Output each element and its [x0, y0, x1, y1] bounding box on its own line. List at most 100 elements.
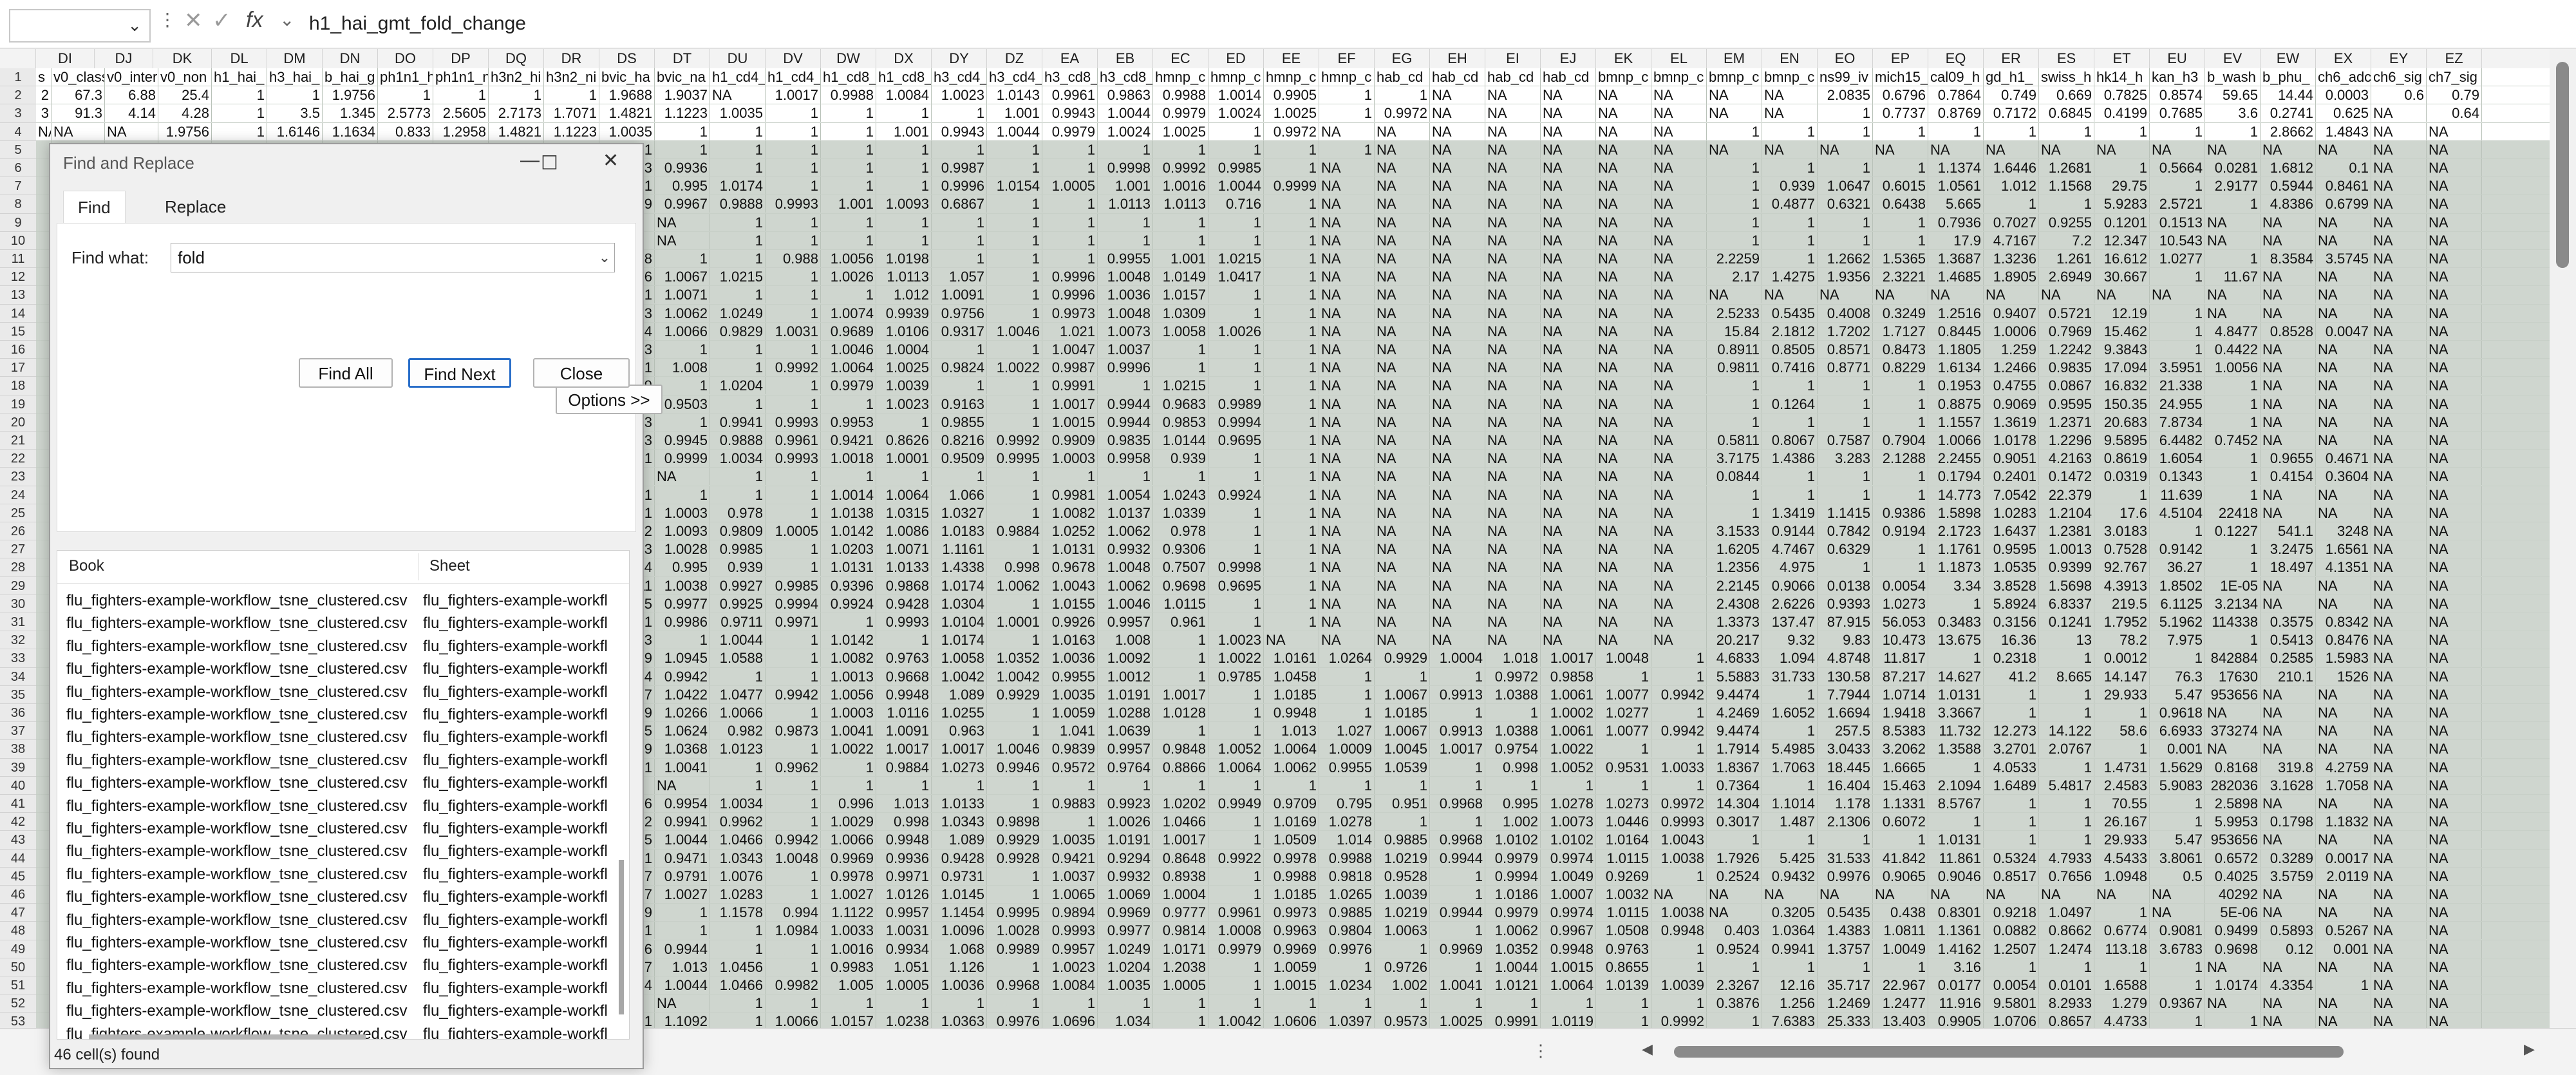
cell[interactable]: 1.6489 — [1984, 776, 2039, 794]
cell[interactable]: NA — [2371, 595, 2427, 613]
cell[interactable]: 1.6694 — [1818, 704, 1873, 721]
cell[interactable]: NA — [1485, 122, 1541, 140]
cell[interactable]: NA — [2316, 722, 2371, 740]
cell[interactable]: 8.665 — [2039, 667, 2094, 685]
cell[interactable]: 1 — [876, 468, 932, 486]
cell[interactable]: NA — [1430, 631, 1485, 649]
cell[interactable]: 0.9958 — [1098, 450, 1153, 468]
cell[interactable]: 1.002 — [1375, 976, 1430, 994]
cell[interactable]: NA — [1430, 159, 1485, 176]
cell[interactable]: 1 — [1984, 958, 2039, 976]
cell[interactable]: 5.5883 — [1707, 667, 1762, 685]
cell[interactable]: 1 — [1208, 776, 1264, 794]
cell[interactable]: NA — [1319, 450, 1375, 468]
cell[interactable]: NA — [2427, 322, 2482, 340]
cell[interactable]: 12.273 — [1984, 722, 2039, 740]
cell[interactable]: NA — [1762, 886, 1818, 903]
cell[interactable]: 1 — [2094, 740, 2150, 758]
cell[interactable]: 1 — [655, 250, 710, 267]
cell[interactable]: 1.0198 — [876, 250, 932, 267]
cell[interactable]: 1 — [1485, 776, 1541, 794]
cell[interactable]: h1_cd4_ — [710, 68, 766, 86]
cell[interactable]: 1.1092 — [655, 1013, 710, 1028]
cell[interactable]: 0.9968 — [987, 976, 1042, 994]
cell[interactable]: 0.9945 — [655, 432, 710, 449]
cell[interactable]: NA — [1485, 195, 1541, 213]
cell[interactable]: NA — [1375, 576, 1430, 595]
cell[interactable]: NA — [2261, 795, 2316, 812]
cell[interactable]: NA — [2261, 341, 2316, 358]
cell[interactable]: 1.0064 — [821, 359, 876, 377]
cell[interactable]: 0.4877 — [1762, 195, 1818, 213]
cell[interactable]: 1.0067 — [655, 268, 710, 286]
cell[interactable]: NA — [1319, 504, 1375, 522]
cell[interactable]: NA — [1485, 213, 1541, 231]
column-header[interactable]: DK — [153, 49, 212, 68]
cell[interactable]: 0.9957 — [1098, 740, 1153, 758]
cell[interactable]: h3_hai_ — [267, 68, 323, 86]
cell[interactable]: 1.4731 — [2094, 758, 2150, 776]
cell[interactable]: NA — [1430, 504, 1485, 522]
cell[interactable]: 0.8216 — [932, 432, 987, 449]
cell[interactable]: NA — [1375, 359, 1430, 377]
cell[interactable]: 1.8502 — [2150, 576, 2205, 595]
cell[interactable]: NA — [2427, 976, 2482, 994]
cell[interactable]: 1.018 — [1485, 649, 1541, 667]
cell[interactable]: NA — [2371, 177, 2427, 195]
cell[interactable]: 1.0131 — [1042, 540, 1098, 558]
cell[interactable]: 1 — [2039, 195, 2094, 213]
cell[interactable]: 1.4843 — [2316, 122, 2371, 140]
cell[interactable]: 1 — [378, 86, 433, 104]
cell[interactable]: 1 — [876, 177, 932, 195]
cell[interactable]: NA — [1596, 322, 1651, 340]
cell[interactable]: 3.7175 — [1707, 450, 1762, 468]
cell[interactable]: 1.7063 — [1762, 758, 1818, 776]
cell[interactable]: 1 — [1707, 122, 1762, 140]
cell[interactable]: 1 — [1596, 740, 1651, 758]
cell[interactable]: 1.066 — [932, 486, 987, 504]
cell[interactable]: 1 — [1928, 122, 1984, 140]
cell[interactable]: 0.951 — [1375, 795, 1430, 812]
column-header[interactable]: EI — [1485, 49, 1541, 68]
cell[interactable]: NA — [1541, 213, 1596, 231]
cell[interactable]: 0.9962 — [766, 758, 821, 776]
insert-function-icon[interactable]: fx — [246, 8, 263, 32]
cell[interactable]: 1.0065 — [1042, 886, 1098, 903]
cell[interactable]: 0.9969 — [1264, 940, 1319, 958]
cell[interactable]: 1.1161 — [932, 540, 987, 558]
cell[interactable]: NA — [1430, 595, 1485, 613]
cell[interactable]: 0.4671 — [2316, 450, 2371, 468]
cell[interactable]: 0.9957 — [1042, 940, 1098, 958]
cell[interactable]: 0.9999 — [655, 450, 710, 468]
cell[interactable]: 1 — [821, 286, 876, 304]
cell[interactable]: NA — [1541, 231, 1596, 249]
column-header[interactable]: DN — [323, 49, 378, 68]
cell[interactable]: 1 — [1651, 740, 1707, 758]
cell[interactable]: 1 — [1707, 1013, 1762, 1028]
cell[interactable]: 1 — [1264, 322, 1319, 340]
cell[interactable]: 1.0706 — [1984, 1013, 2039, 1028]
cell[interactable]: h3n2_ni — [544, 68, 599, 86]
cell[interactable]: 1 — [1707, 486, 1762, 504]
cell[interactable]: 1 — [433, 86, 489, 104]
cell[interactable]: 0.9943 — [932, 122, 987, 140]
scroll-left-icon[interactable]: ◀ — [1642, 1041, 1653, 1057]
cell[interactable]: 0.9835 — [1098, 432, 1153, 449]
row-header[interactable]: 9 — [0, 213, 36, 232]
cell[interactable]: NA — [1485, 140, 1541, 158]
cell[interactable]: 1.001 — [876, 122, 932, 140]
cell[interactable]: NA — [2316, 704, 2371, 721]
cell[interactable]: 0.716 — [1208, 195, 1264, 213]
cell[interactable]: 0.9988 — [1153, 86, 1208, 104]
cell[interactable]: 0.9996 — [932, 177, 987, 195]
cell[interactable]: 0.9967 — [1541, 922, 1596, 940]
cell[interactable]: 1.4275 — [1762, 268, 1818, 286]
cell[interactable]: NA — [1430, 450, 1485, 468]
cell[interactable]: NA — [1818, 886, 1873, 903]
cell[interactable]: 1.0048 — [766, 849, 821, 867]
cell[interactable]: 0.9957 — [1098, 613, 1153, 631]
cell[interactable]: 1 — [2205, 631, 2261, 649]
cell[interactable]: NA — [1375, 450, 1430, 468]
cell[interactable]: 1.0025 — [876, 359, 932, 377]
column-header[interactable]: EE — [1264, 49, 1319, 68]
